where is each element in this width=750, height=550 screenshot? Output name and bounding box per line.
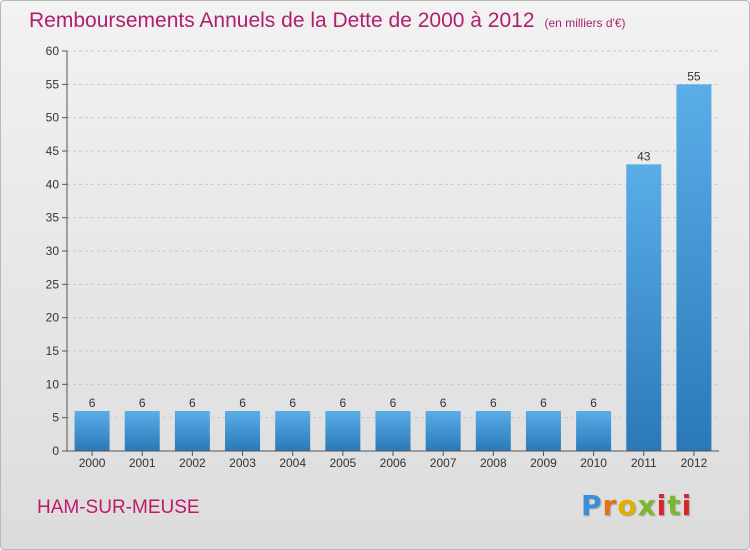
bar-chart: 6 6 6 6 6 6 6 6 6 6 6 43 55 0 5 10 15 20 25 30 35 40 45 50 55 60… — [46, 44, 719, 470]
y-tick-label: 45 — [46, 144, 60, 158]
bar-value-label: 6 — [239, 396, 246, 410]
x-tick-label: 2010 — [580, 456, 607, 470]
x-tick-label: 2000 — [79, 456, 106, 470]
x-tick-label: 2011 — [631, 456, 657, 470]
bar — [525, 411, 561, 451]
y-tick-label: 15 — [46, 344, 60, 358]
y-tick-label: 60 — [46, 44, 60, 58]
chart-unit: (en milliers d'€) — [544, 16, 626, 30]
y-tick-label: 0 — [52, 444, 59, 458]
logo-letter: o — [617, 489, 638, 522]
bar-value-label: 6 — [189, 396, 196, 410]
bars: 6 6 6 6 6 6 6 6 6 6 6 43 55 — [74, 69, 712, 452]
axes: 0 5 10 15 20 25 30 35 40 45 50 55 60 2000 2001 2002 2003… — [46, 44, 719, 470]
bar-value-label: 6 — [289, 396, 296, 410]
bar — [74, 411, 110, 451]
bar — [375, 411, 411, 451]
x-tick-label: 2008 — [480, 456, 507, 470]
bar — [576, 411, 612, 451]
bar-value-label: 6 — [340, 396, 347, 410]
bar — [626, 164, 662, 452]
x-tick-label: 2012 — [681, 456, 708, 470]
bar — [275, 411, 311, 451]
y-tick-label: 40 — [46, 177, 60, 191]
bar-value-label: 6 — [590, 396, 597, 410]
bar-value-label: 6 — [139, 396, 146, 410]
bar — [325, 411, 361, 451]
bar-value-label: 6 — [390, 396, 397, 410]
y-tick-label: 20 — [46, 311, 60, 325]
logo-letter: P — [581, 489, 603, 522]
bar — [425, 411, 461, 451]
y-tick-label: 50 — [46, 111, 60, 125]
place-name: HAM-SUR-MEUSE — [37, 497, 200, 518]
logo-letter: x — [637, 489, 657, 522]
x-tick-label: 2009 — [530, 456, 557, 470]
bar — [124, 411, 160, 451]
chart-title-main: Remboursements Annuels de la Dette de 20… — [29, 9, 535, 32]
x-tick-label: 2007 — [430, 456, 457, 470]
logo-letter: t — [667, 489, 682, 522]
x-tick-label: 2001 — [129, 456, 156, 470]
bar-value-label: 6 — [440, 396, 447, 410]
bar — [676, 84, 712, 451]
bar-value-label: 6 — [490, 396, 497, 410]
y-tick-label: 55 — [46, 77, 60, 91]
bar-value-label: 6 — [89, 396, 96, 410]
y-tick-label: 30 — [46, 244, 60, 258]
y-tick-label: 35 — [46, 211, 60, 225]
x-tick-label: 2002 — [179, 456, 206, 470]
y-tick-label: 25 — [46, 277, 60, 291]
y-tick-label: 5 — [52, 411, 59, 425]
logo-letter: i — [656, 489, 668, 522]
x-tick-label: 2003 — [229, 456, 256, 470]
bar — [225, 411, 261, 451]
proxiti-logo: Proxiti — [581, 489, 692, 522]
chart-title: Remboursements Annuels de la Dette de 20… — [29, 9, 626, 33]
bar — [475, 411, 511, 451]
bar-value-label: 43 — [637, 149, 651, 163]
x-tick-label: 2005 — [329, 456, 356, 470]
bar-value-label: 55 — [687, 69, 701, 83]
bar — [174, 411, 210, 451]
bar-value-label: 6 — [540, 396, 547, 410]
logo-letter: i — [681, 489, 693, 522]
x-tick-label: 2004 — [279, 456, 306, 470]
x-tick-label: 2006 — [380, 456, 407, 470]
grid-lines — [67, 50, 719, 452]
logo-letter: r — [602, 489, 618, 522]
y-tick-label: 10 — [46, 377, 60, 391]
